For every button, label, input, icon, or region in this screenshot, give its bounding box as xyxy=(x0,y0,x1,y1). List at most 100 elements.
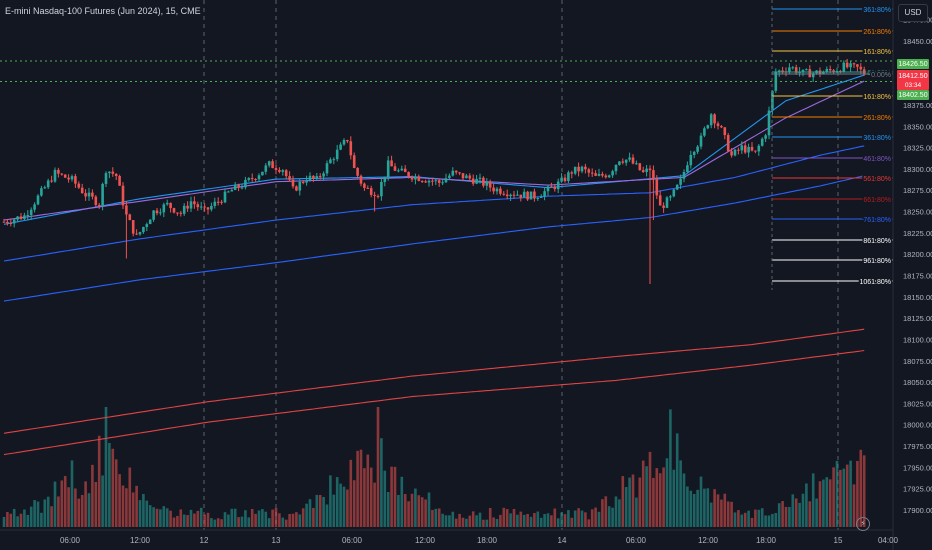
time-tick-label: 12:00 xyxy=(130,536,151,545)
volume-bar xyxy=(312,507,315,527)
volume-bar xyxy=(101,475,104,527)
candle-body xyxy=(495,188,499,192)
volume-bar xyxy=(448,515,451,527)
volume-bar xyxy=(631,474,635,527)
volume-bar xyxy=(546,513,550,527)
candle-body xyxy=(237,184,240,188)
volume-bar xyxy=(77,498,81,527)
volume-bar xyxy=(36,501,40,527)
volume-bar xyxy=(329,475,332,527)
candle-body xyxy=(754,150,757,152)
volume-bar xyxy=(210,518,213,527)
volume-bar xyxy=(162,506,166,527)
price-tick-label: 18200.00 xyxy=(903,250,932,259)
volume-bar xyxy=(407,501,410,527)
candle-body xyxy=(284,170,288,177)
candle-body xyxy=(152,210,155,220)
candle-body xyxy=(420,180,424,182)
volume-bar xyxy=(852,484,856,527)
volume-bar xyxy=(822,479,825,527)
price-label-high-bg xyxy=(897,59,929,69)
volume-bar xyxy=(662,467,665,527)
candle-body xyxy=(142,226,145,233)
candle-body xyxy=(87,192,91,197)
volume-bar xyxy=(369,467,373,527)
price-tick-label: 18450.00 xyxy=(903,37,932,46)
price-tick-label: 18175.00 xyxy=(903,272,932,281)
candle-body xyxy=(560,177,563,182)
volume-bar xyxy=(774,512,778,527)
volume-bar xyxy=(400,476,404,527)
candle-body xyxy=(733,149,737,156)
candle-body xyxy=(94,196,98,205)
volume-bar xyxy=(832,467,835,527)
candle-body xyxy=(57,169,60,174)
candle-body xyxy=(29,209,33,215)
price-tick-label: 18375.00 xyxy=(903,101,932,110)
volume-bar xyxy=(108,443,111,527)
price-tick-label: 18350.00 xyxy=(903,122,932,131)
candle-body xyxy=(618,161,621,165)
volume-bar xyxy=(818,481,822,527)
candle-body xyxy=(295,186,298,191)
price-label-last: 18412.50 xyxy=(898,73,927,80)
price-tick-label: 18150.00 xyxy=(903,293,932,302)
candle-body xyxy=(43,187,47,189)
fib-level-label: 361.80% xyxy=(863,135,891,142)
candle-body xyxy=(305,180,308,183)
volume-bar xyxy=(533,513,536,527)
candle-body xyxy=(70,176,74,180)
volume-bar xyxy=(380,438,383,527)
candle-body xyxy=(206,207,210,210)
volume-bar xyxy=(492,517,495,527)
candle-body xyxy=(196,204,200,208)
volume-bar xyxy=(444,515,448,527)
volume-bar xyxy=(465,518,468,527)
candle-body xyxy=(356,167,359,176)
volume-bar xyxy=(203,514,206,527)
time-tick-label: 18:00 xyxy=(756,536,777,545)
candle-body xyxy=(553,186,557,190)
candle-body xyxy=(36,195,40,205)
volume-bar xyxy=(288,513,291,527)
fibonacci-extension[interactable]: 361.80%261.80%161.80%61.80%0.00%161.80%2… xyxy=(771,0,893,290)
currency-button[interactable]: USD xyxy=(898,4,928,22)
candle-body xyxy=(349,141,353,156)
volume-bar xyxy=(788,506,791,527)
candle-body xyxy=(743,145,747,153)
candle-body xyxy=(777,70,781,73)
lightning-icon[interactable]: ⚡ xyxy=(856,517,870,531)
volume-bar xyxy=(57,496,60,527)
volume-bar xyxy=(594,507,597,527)
candle-body xyxy=(849,63,852,68)
volume-bar xyxy=(325,504,329,527)
volume-bar xyxy=(427,492,431,527)
volume-bar xyxy=(91,464,94,527)
price-tick-label: 18050.00 xyxy=(903,378,932,387)
volume-bar xyxy=(111,448,115,527)
candle-body xyxy=(359,175,363,184)
price-label-countdown: 03:34 xyxy=(905,82,922,89)
volume-bar xyxy=(308,499,312,527)
volume-bar xyxy=(318,494,322,527)
volume-bar xyxy=(495,519,499,527)
candle-body xyxy=(199,206,203,208)
candle-body xyxy=(444,178,448,183)
candle-body xyxy=(176,212,179,214)
volume-bar xyxy=(553,508,557,527)
candle-body xyxy=(747,146,750,153)
time-tick-label: 06:00 xyxy=(60,536,81,545)
candle-body xyxy=(91,192,94,197)
candle-body xyxy=(138,232,142,235)
volume-bar xyxy=(573,510,577,527)
price-labels: 18426.50 18412.50 03:34 18402.50 xyxy=(897,59,929,100)
candle-body xyxy=(665,197,669,208)
candle-body xyxy=(16,216,19,220)
volume-bar xyxy=(750,517,754,527)
volume-bar xyxy=(128,467,132,527)
volume-bar xyxy=(230,508,234,527)
volume-bar xyxy=(349,459,353,527)
candle-body xyxy=(19,216,23,220)
volume-bar xyxy=(696,489,699,527)
